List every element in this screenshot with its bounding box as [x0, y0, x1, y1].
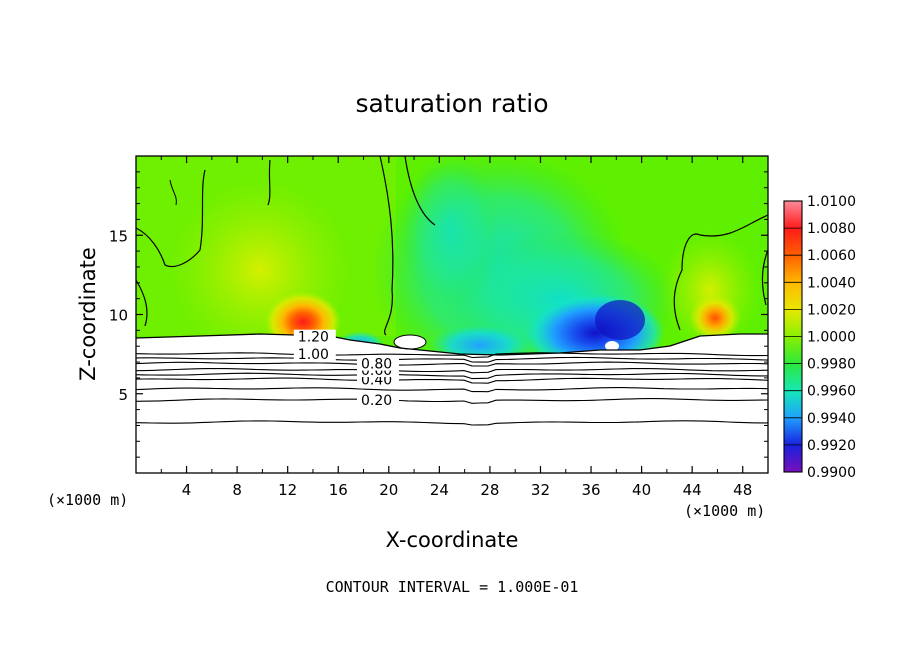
colorbar-segment — [784, 201, 802, 229]
colorbar-segment — [784, 282, 802, 310]
x-tick-label: 40 — [632, 481, 651, 499]
x-axis-ticks: 4 8 12 16 20 24 28 32 36 40 44 48 — [160, 156, 752, 499]
contour-line — [135, 387, 769, 393]
contour-label-bg — [356, 356, 399, 371]
x-tick-label: 24 — [430, 481, 449, 499]
contour-line — [135, 352, 769, 359]
colorbar-segment — [784, 228, 802, 256]
colorbar-labels: 1.0100 1.0080 1.0060 1.0040 1.0020 1.0000 0.99… — [807, 194, 856, 481]
colorbar-label: 1.0000 — [807, 330, 856, 346]
x-tick-label: 36 — [581, 481, 600, 499]
colorbar-label: 0.9940 — [807, 411, 856, 427]
x-tick-label: 16 — [329, 481, 348, 499]
colorbar-segment — [784, 309, 802, 337]
contour-labels: 0.200.400.600.801.001.20 — [293, 329, 399, 409]
contour-line — [135, 377, 769, 384]
x-tick-label: 4 — [182, 481, 192, 499]
colorbar-segment — [784, 363, 802, 392]
contour-interval-note: CONTOUR INTERVAL = 1.000E-01 — [326, 578, 579, 596]
colorbar-label: 1.0040 — [807, 275, 856, 291]
contour-line — [135, 372, 768, 380]
heatmap-field — [136, 156, 768, 473]
colorbar-label: 0.9920 — [807, 438, 856, 454]
contour-label: 0.80 — [361, 357, 392, 373]
x-unit-label-left: (×1000 m) — [47, 491, 128, 509]
contour-lines — [135, 352, 769, 426]
colorbar — [783, 200, 803, 473]
x-tick-label: 28 — [480, 481, 499, 499]
x-axis-title: X-coordinate — [386, 528, 519, 552]
contour-label: 0.20 — [361, 393, 392, 409]
contour-label: 1.20 — [298, 330, 329, 346]
colorbar-segment — [784, 336, 802, 365]
colorbar-label: 1.0020 — [807, 302, 856, 318]
colorbar-label: 0.9980 — [807, 357, 856, 373]
y-tick-label: 10 — [109, 307, 128, 325]
contour-label: 1.00 — [298, 347, 329, 363]
x-unit-label-right: (×1000 m) — [684, 502, 765, 520]
y-axis-ticks: 5 10 15 — [109, 171, 768, 458]
colorbar-label: 1.0060 — [807, 248, 856, 264]
colorbar-label: 0.9900 — [807, 465, 856, 481]
contour-label-bg — [293, 347, 336, 362]
x-tick-label: 12 — [278, 481, 297, 499]
chart-title: saturation ratio — [355, 89, 548, 118]
colorbar-segment — [784, 417, 802, 446]
x-tick-label: 20 — [379, 481, 398, 499]
contour-line — [135, 367, 769, 374]
contour-line — [135, 420, 768, 426]
y-tick-label: 15 — [109, 227, 128, 245]
contour-label-bg — [293, 329, 336, 344]
y-axis-title: Z-coordinate — [76, 247, 100, 381]
colorbar-segment — [784, 390, 802, 419]
contour-line — [135, 361, 769, 367]
contour-line — [135, 356, 769, 363]
y-tick-label: 5 — [118, 386, 128, 404]
x-tick-label: 48 — [733, 481, 752, 499]
x-tick-label: 8 — [232, 481, 242, 499]
colorbar-label: 0.9960 — [807, 384, 856, 400]
x-tick-label: 32 — [531, 481, 550, 499]
contour-line — [135, 398, 769, 404]
contour-label-bg — [356, 393, 399, 408]
colorbar-segment — [784, 255, 802, 283]
colorbar-label: 1.0100 — [807, 194, 856, 210]
x-tick-label: 44 — [683, 481, 702, 499]
colorbar-label: 1.0080 — [807, 221, 856, 237]
colorbar-segment — [784, 444, 802, 473]
